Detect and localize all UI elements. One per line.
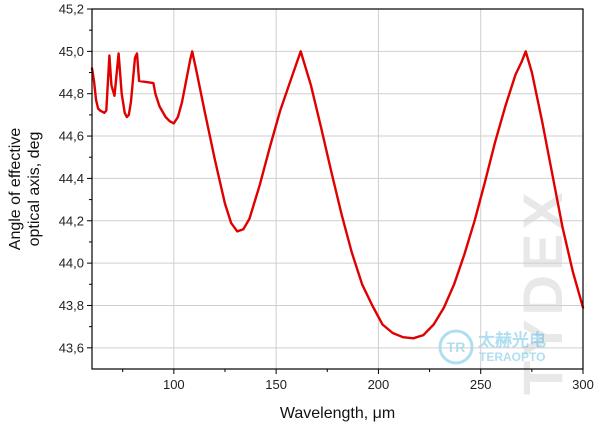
y-axis-title: Angle of effective optical axis, deg <box>7 128 43 251</box>
ticks <box>87 8 584 374</box>
x-axis-title: Wavelength, μm <box>280 405 395 422</box>
series-layer <box>90 50 585 340</box>
y-axis-title-line-1: Angle of effective <box>7 128 24 251</box>
y-tick-label: 45,2 <box>59 2 84 17</box>
teraopto-logo-circle <box>438 329 474 365</box>
plot-frame <box>91 8 584 370</box>
y-tick-label: 44,2 <box>59 213 84 228</box>
y-tick-labels: 43,6 43,8 44,0 44,2 44,4 44,6 44,8 45,0 45,2 <box>59 2 84 356</box>
y-tick-label: 44,8 <box>59 86 84 101</box>
y-tick-label: 45,0 <box>59 44 84 59</box>
teraopto-logo-en: TERAOPTO <box>479 350 545 364</box>
y-tick-label: 43,8 <box>59 298 84 313</box>
teraopto-logo-mark: TR <box>447 339 466 355</box>
watermark-brand: TYDEX <box>511 188 574 395</box>
x-tick-label: 100 <box>163 377 185 392</box>
x-tick-label: 150 <box>265 377 287 392</box>
series-line <box>90 50 585 340</box>
y-tick-label: 44,0 <box>59 256 84 271</box>
x-tick-label: 250 <box>470 377 492 392</box>
teraopto-logo-cn: 太赫光电 <box>478 330 546 350</box>
y-tick-label: 44,6 <box>59 129 84 144</box>
x-tick-label: 300 <box>572 377 594 392</box>
x-tick-label: 200 <box>368 377 390 392</box>
teraopto-logo: TR 太赫光电 TERAOPTO <box>438 329 546 365</box>
grid <box>92 8 584 369</box>
y-axis-title-line-2: optical axis, deg <box>26 132 43 247</box>
y-tick-label: 43,6 <box>59 340 84 355</box>
x-tick-labels: 100 150 200 250 300 <box>163 377 594 392</box>
y-tick-label: 44,4 <box>59 171 84 186</box>
watermark: TYDEX <box>511 188 574 395</box>
